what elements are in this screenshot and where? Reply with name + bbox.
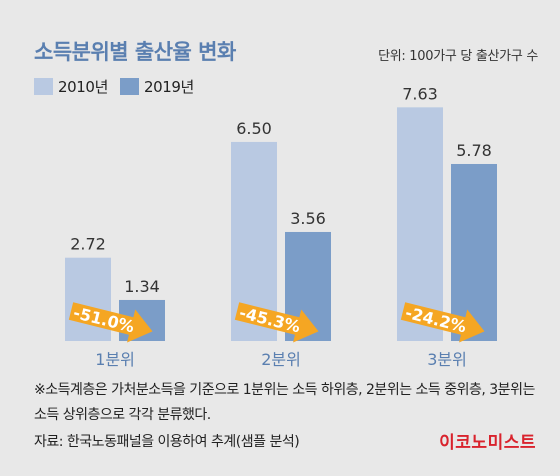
chart-title: 소득분위별 출산율 변화 <box>34 40 236 64</box>
bar <box>397 107 443 341</box>
category-label: 3분위 <box>427 350 467 369</box>
data-label: 1.34 <box>124 277 160 296</box>
arrow-shape <box>234 302 319 343</box>
category-label: 2분위 <box>261 350 301 369</box>
arrow-shape <box>400 302 485 343</box>
unit-note: 단위: 100가구 당 출산가구 수 <box>378 49 538 64</box>
legend: 2010년 2019년 <box>34 76 206 97</box>
publisher-logo: 이코노미스트 <box>439 433 536 453</box>
source-note: 자료: 한국노동패널을 이용하여 추계(샘플 분석) <box>34 434 300 450</box>
legend-swatch-2010 <box>34 78 53 95</box>
legend-label-2010: 2010년 <box>58 78 108 96</box>
data-label: 5.78 <box>456 141 492 160</box>
data-label: 6.50 <box>236 119 272 138</box>
legend-item-2019: 2019년 <box>119 76 194 97</box>
data-label: 7.63 <box>402 84 438 103</box>
footnote: ※소득계층은 가처분소득을 기준으로 1분위는 소득 하위층, 2분위는 소득 … <box>34 382 535 423</box>
legend-label-2019: 2019년 <box>143 78 194 96</box>
legend-item-2010: 2010년 <box>34 76 108 97</box>
bar <box>451 163 497 341</box>
category-label: 1분위 <box>95 350 135 369</box>
data-label: 2.72 <box>70 235 106 254</box>
data-label: 3.56 <box>290 209 326 228</box>
arrow-shape <box>68 302 153 343</box>
legend-swatch-2019 <box>119 78 139 95</box>
